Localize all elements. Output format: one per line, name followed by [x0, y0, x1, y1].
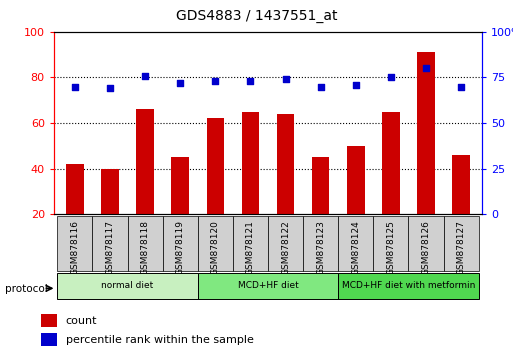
Bar [338, 216, 373, 271]
Bar [207, 119, 224, 214]
Bar [417, 52, 435, 214]
Bar [57, 216, 92, 271]
Point [352, 82, 360, 87]
Bar [277, 114, 294, 214]
Bar [382, 112, 400, 214]
Point [211, 78, 220, 84]
Bar [101, 169, 119, 214]
Text: GSM878127: GSM878127 [457, 220, 466, 275]
Point [457, 84, 465, 89]
Text: GSM878117: GSM878117 [106, 220, 114, 275]
Bar [338, 273, 479, 299]
Bar [136, 109, 154, 214]
Bar [57, 273, 198, 299]
Text: GSM878124: GSM878124 [351, 220, 360, 275]
Bar [452, 155, 470, 214]
Point [282, 76, 290, 82]
Text: MCD+HF diet with metformin: MCD+HF diet with metformin [342, 281, 475, 290]
Point [246, 78, 254, 84]
Point [422, 65, 430, 71]
Text: GSM878120: GSM878120 [211, 220, 220, 275]
Text: GSM878123: GSM878123 [316, 220, 325, 275]
Text: protocol: protocol [5, 284, 48, 293]
Point [106, 86, 114, 91]
Text: count: count [66, 316, 97, 326]
Bar [347, 146, 365, 214]
Text: GSM878125: GSM878125 [386, 220, 396, 275]
Text: GSM878119: GSM878119 [176, 220, 185, 275]
Bar [408, 216, 444, 271]
Bar [41, 333, 57, 346]
Bar [171, 157, 189, 214]
Bar [92, 216, 128, 271]
Bar [128, 216, 163, 271]
Bar [66, 164, 84, 214]
Text: GDS4883 / 1437551_at: GDS4883 / 1437551_at [176, 9, 337, 23]
Text: percentile rank within the sample: percentile rank within the sample [66, 335, 254, 345]
Text: GSM878116: GSM878116 [70, 220, 80, 275]
Bar [233, 216, 268, 271]
Bar [41, 314, 57, 327]
Point [141, 73, 149, 79]
Bar [198, 273, 338, 299]
Point [387, 75, 395, 80]
Bar [163, 216, 198, 271]
Point [71, 84, 79, 89]
Bar [373, 216, 408, 271]
Text: GSM878118: GSM878118 [141, 220, 150, 275]
Text: GSM878121: GSM878121 [246, 220, 255, 275]
Text: GSM878122: GSM878122 [281, 220, 290, 275]
Text: MCD+HF diet: MCD+HF diet [238, 281, 299, 290]
Point [176, 80, 184, 86]
Bar [303, 216, 338, 271]
Bar [198, 216, 233, 271]
Text: GSM878126: GSM878126 [422, 220, 430, 275]
Bar [312, 157, 329, 214]
Text: normal diet: normal diet [102, 281, 154, 290]
Bar [268, 216, 303, 271]
Bar [444, 216, 479, 271]
Bar [242, 112, 259, 214]
Point [317, 84, 325, 89]
